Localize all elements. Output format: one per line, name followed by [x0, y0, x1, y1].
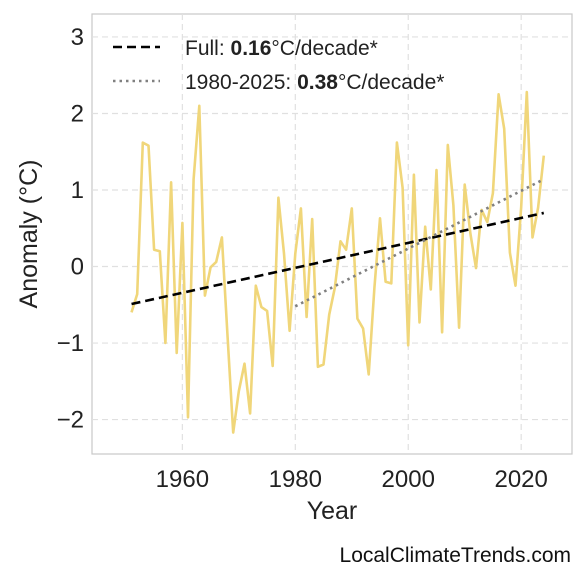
- y-tick-label: 0: [71, 254, 84, 281]
- y-tick-label: 1: [71, 177, 84, 204]
- anomaly-series-line: [130, 90, 546, 434]
- watermark: LocalClimateTrends.com: [339, 544, 571, 567]
- trend-layer: [131, 178, 545, 308]
- x-tick-label: 1960: [156, 466, 209, 493]
- y-tick-label: −2: [57, 407, 84, 434]
- recent-trend-line: [294, 178, 545, 308]
- y-tick-label: 2: [71, 100, 84, 127]
- x-tick-label: 2000: [382, 466, 435, 493]
- tick-labels: 1960 1980 2000 2020 −2 −1 0 1 2 3: [57, 24, 548, 493]
- full-trend-line: [131, 211, 545, 306]
- x-tick-label: 1980: [269, 466, 322, 493]
- legend: Full: 0.16°C/decade* 1980-2025: 0.38°C/d…: [113, 37, 444, 94]
- x-axis-label: Year: [307, 497, 358, 525]
- y-tick-label: −1: [57, 330, 84, 357]
- legend-recent-label: 1980-2025: 0.38°C/decade*: [185, 71, 444, 94]
- legend-full-label: Full: 0.16°C/decade*: [185, 37, 378, 60]
- series-layer: [130, 90, 546, 434]
- y-axis-label: Anomaly (°C): [15, 160, 43, 309]
- x-tick-label: 2020: [494, 466, 547, 493]
- y-tick-label: 3: [71, 24, 84, 51]
